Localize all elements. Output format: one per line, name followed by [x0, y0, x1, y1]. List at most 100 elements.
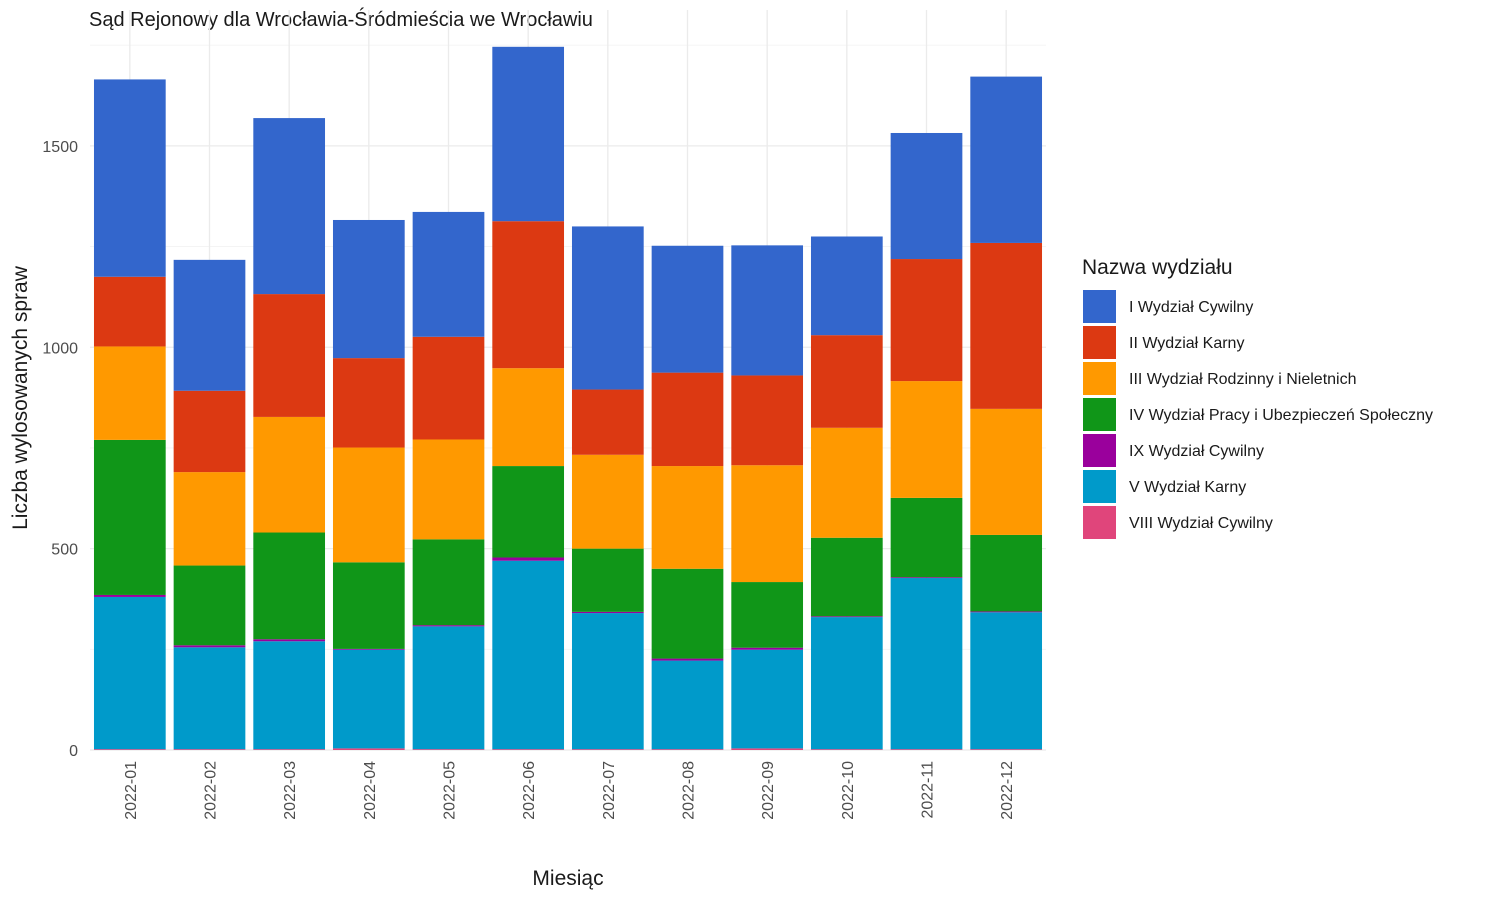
bar-segment	[173, 259, 246, 391]
x-axis-ticks: 2022-01 2022-02 2022-03 2022-04 2022-05 2022-…	[123, 761, 1016, 820]
bar-segment	[810, 427, 883, 538]
x-tick-label: 2022-03	[282, 761, 299, 820]
bar-segment	[651, 658, 724, 661]
x-tick-label: 2022-05	[442, 761, 459, 820]
bar-segment	[810, 335, 883, 428]
bar-segment	[412, 211, 485, 337]
bar-segment	[571, 749, 644, 750]
bar-segment	[970, 611, 1043, 613]
legend-swatch	[1083, 506, 1116, 539]
x-tick-label: 2022-07	[601, 761, 618, 820]
bar-segment	[173, 647, 246, 750]
bar-segment	[93, 749, 166, 750]
bar-segment	[890, 577, 963, 579]
bar-segment	[332, 447, 405, 563]
bar-segment	[571, 226, 644, 390]
bar-segment	[492, 557, 565, 561]
bar-segment	[93, 594, 166, 597]
y-tick-label: 500	[51, 542, 78, 559]
bar-segment	[731, 649, 804, 749]
bar-segment	[253, 532, 326, 640]
bar-segment	[173, 472, 246, 566]
x-tick-label: 2022-10	[840, 761, 857, 820]
bar-segment	[731, 375, 804, 466]
bar-segment	[651, 466, 724, 569]
legend-label: V Wydział Karny	[1129, 479, 1246, 496]
chart-title: Sąd Rejonowy dla Wrocławia-Śródmieścia w…	[89, 7, 593, 31]
bar-segment	[890, 132, 963, 260]
bar-segment	[970, 242, 1043, 409]
bar-segment	[970, 408, 1043, 535]
legend-swatch	[1083, 290, 1116, 323]
bar-segment	[731, 748, 804, 750]
bar-segment	[810, 236, 883, 336]
bar-segment	[731, 647, 804, 650]
bar-segment	[93, 79, 166, 277]
bar-segment	[810, 616, 883, 618]
bar-segment	[492, 749, 565, 750]
bar-segment	[412, 539, 485, 626]
y-axis-title: Liczba wylosowanych spraw	[9, 265, 32, 530]
bar-segment	[571, 389, 644, 455]
legend-label: I Wydział Cywilny	[1129, 299, 1253, 316]
bar-segment	[253, 641, 326, 750]
bar-segment	[412, 626, 485, 750]
x-tick-label: 2022-01	[123, 761, 140, 820]
bar-segment	[253, 416, 326, 533]
bar-segment	[970, 612, 1043, 750]
legend-label: VIII Wydział Cywilny	[1129, 515, 1273, 532]
bar-segment	[571, 613, 644, 750]
bar-segment	[651, 568, 724, 659]
bar-segment	[890, 497, 963, 578]
bar-segment	[253, 639, 326, 642]
bar-segment	[332, 219, 405, 359]
bar-segment	[332, 649, 405, 749]
bar-segment	[332, 358, 405, 448]
x-tick-label: 2022-04	[362, 761, 379, 820]
bar-segment	[173, 390, 246, 473]
legend-label: II Wydział Karny	[1129, 335, 1244, 352]
bar-segment	[731, 465, 804, 583]
bar-segment	[731, 582, 804, 648]
legend-label: IX Wydział Cywilny	[1129, 443, 1264, 460]
x-tick-label: 2022-09	[760, 761, 777, 820]
y-tick-label: 1500	[42, 139, 78, 156]
legend-title: Nazwa wydziału	[1082, 256, 1233, 279]
bar-segment	[651, 245, 724, 373]
bar-segment	[93, 276, 166, 347]
legend-label: IV Wydział Pracy i Ubezpieczeń Społeczny	[1129, 407, 1433, 424]
bar-segment	[492, 46, 565, 222]
bar-segment	[651, 749, 724, 750]
bar-segment	[253, 294, 326, 417]
y-tick-label: 1000	[42, 340, 78, 357]
bar-segment	[253, 749, 326, 750]
bar-segment	[492, 221, 565, 369]
bar-segment	[93, 439, 166, 595]
bar-segment	[571, 454, 644, 549]
bar-segment	[93, 596, 166, 750]
bar-segment	[890, 749, 963, 750]
bar-segment	[731, 245, 804, 376]
bar-segment	[332, 648, 405, 650]
bar-segment	[970, 534, 1043, 612]
bar-segment	[970, 749, 1043, 750]
legend-swatch	[1083, 326, 1116, 359]
y-axis-ticks: 0 500 1000 1500	[42, 139, 78, 760]
bar-segment	[651, 660, 724, 750]
bar-segment	[492, 368, 565, 467]
bar-segment	[492, 560, 565, 750]
bar-segment	[970, 76, 1043, 243]
bar-segment	[810, 749, 883, 750]
legend: Nazwa wydziału I Wydział Cywilny II Wydzi…	[1082, 256, 1433, 539]
legend-swatch	[1083, 398, 1116, 431]
x-tick-label: 2022-12	[999, 761, 1016, 820]
x-axis-title: Miesiąc	[532, 867, 603, 890]
bar-segment	[890, 578, 963, 750]
bar-segment	[571, 611, 644, 614]
bar-segment	[253, 118, 326, 295]
bar-segment	[890, 381, 963, 498]
bar-segment	[173, 645, 246, 648]
legend-swatch	[1083, 470, 1116, 503]
legend-swatch	[1083, 362, 1116, 395]
bar-segment	[492, 466, 565, 558]
